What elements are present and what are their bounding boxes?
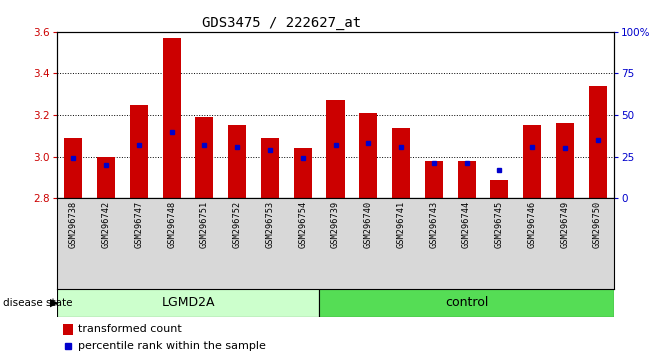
Text: ▶: ▶ <box>50 298 58 308</box>
Text: GSM296738: GSM296738 <box>69 201 78 248</box>
Bar <box>458 161 476 198</box>
Bar <box>64 138 83 198</box>
Bar <box>294 148 312 198</box>
Text: GSM296739: GSM296739 <box>331 201 340 248</box>
Text: disease state: disease state <box>3 298 73 308</box>
Bar <box>162 38 180 198</box>
Bar <box>392 127 410 198</box>
Bar <box>228 125 246 198</box>
Text: GSM296750: GSM296750 <box>593 201 602 248</box>
Text: LGMD2A: LGMD2A <box>161 296 215 309</box>
Text: GSM296749: GSM296749 <box>560 201 569 248</box>
Text: GSM296743: GSM296743 <box>429 201 438 248</box>
Text: transformed count: transformed count <box>79 324 182 334</box>
Bar <box>195 117 213 198</box>
Bar <box>523 125 541 198</box>
Bar <box>327 101 344 198</box>
Bar <box>130 105 148 198</box>
Text: GSM296747: GSM296747 <box>134 201 144 248</box>
Text: GSM296752: GSM296752 <box>233 201 242 248</box>
Bar <box>359 113 377 198</box>
Text: percentile rank within the sample: percentile rank within the sample <box>79 341 266 351</box>
Text: GSM296745: GSM296745 <box>495 201 504 248</box>
Text: GSM296744: GSM296744 <box>462 201 471 248</box>
Text: GSM296746: GSM296746 <box>527 201 537 248</box>
Bar <box>62 324 72 335</box>
Bar <box>491 179 509 198</box>
Bar <box>261 138 279 198</box>
Text: GSM296741: GSM296741 <box>397 201 405 248</box>
Bar <box>588 86 607 198</box>
Text: GSM296742: GSM296742 <box>102 201 111 248</box>
Text: GSM296753: GSM296753 <box>266 201 274 248</box>
Text: control: control <box>445 296 488 309</box>
Bar <box>57 289 319 317</box>
Bar <box>425 161 443 198</box>
Text: GSM296754: GSM296754 <box>298 201 307 248</box>
Bar <box>97 157 115 198</box>
Text: GSM296748: GSM296748 <box>167 201 176 248</box>
Bar <box>556 124 574 198</box>
Text: GSM296740: GSM296740 <box>364 201 373 248</box>
Bar <box>319 289 614 317</box>
Text: GDS3475 / 222627_at: GDS3475 / 222627_at <box>202 16 362 30</box>
Text: GSM296751: GSM296751 <box>200 201 209 248</box>
